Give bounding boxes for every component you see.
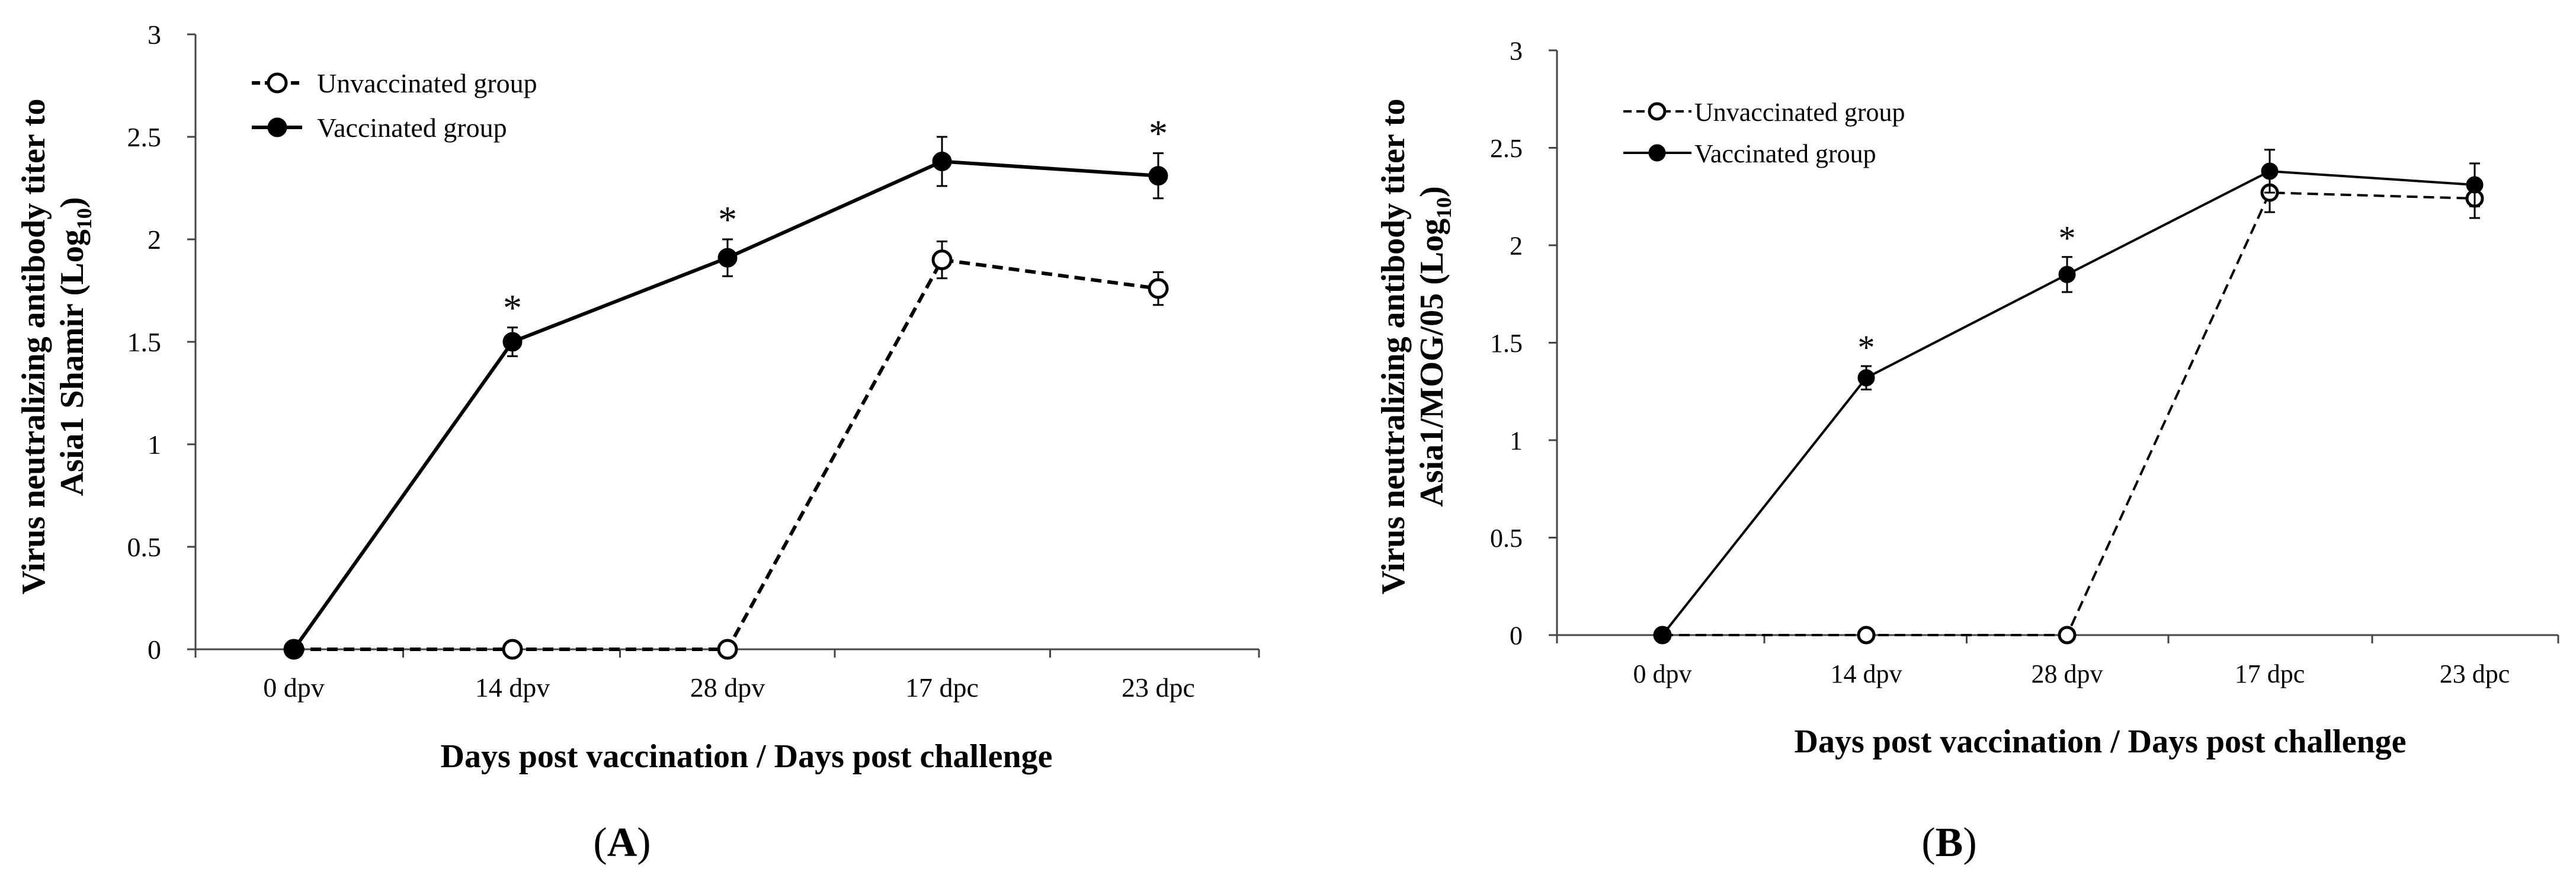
x-tick-label: 14 dpv [1831, 659, 1902, 688]
y-tick-label: 1 [1510, 426, 1523, 455]
chart-panel-b: 0 0.5 1 1.5 2 2.5 3 0 dpv 14 dpv 28 dpv 17 dpc 23 d… [1375, 36, 2559, 866]
legend-marker [267, 117, 287, 137]
x-tick-label: 0 dpv [263, 672, 325, 703]
series-line-unvaccinated [294, 258, 1159, 651]
panel-label-close-paren: ) [637, 820, 651, 866]
y-axis-title-line1: Virus neutralizing antibody titer to [1375, 99, 1412, 595]
significance-marker: * [2059, 219, 2076, 258]
y-axis-title-paren: ) [54, 197, 91, 209]
x-tick-label: 17 dpc [905, 672, 979, 703]
y-axis-title-line2: Asia1/MOG/05 (Log10) [1414, 186, 1456, 507]
legend-label: Unvaccinated group [1694, 98, 1905, 127]
data-point-vaccinated [2058, 265, 2076, 283]
legend-label: Vaccinated group [1694, 139, 1876, 168]
y-axis-title-subscript: 10 [1432, 197, 1456, 219]
y-tick-label: 2 [148, 225, 161, 255]
panel-label-open-paren: ( [593, 820, 607, 866]
series-line-unvaccinated [1662, 191, 2475, 636]
y-tick-label: 0 [148, 634, 161, 665]
data-point-unvaccinated [717, 639, 738, 660]
significance-marker: * [718, 198, 737, 241]
x-tick-label: 14 dpv [475, 672, 550, 703]
x-tick-label: 17 dpc [2235, 659, 2305, 688]
chart-panel-a: 0 0.5 1 1.5 2 2.5 3 0 dpv 14 dpv 28 dpv 17 dpc 23 d… [15, 20, 1260, 866]
y-tick-label: 0.5 [1490, 524, 1523, 553]
x-tick-label: 28 dpv [690, 672, 765, 703]
significance-marker: * [1149, 113, 1168, 155]
x-tick-label: 23 dpc [1122, 672, 1195, 703]
panel-label-letter: B [1936, 820, 1963, 866]
data-point-unvaccinated [502, 639, 523, 660]
x-axis-title: Days post vaccination / Days post challe… [441, 738, 1053, 775]
x-axis-title: Days post vaccination / Days post challe… [1795, 723, 2407, 760]
y-tick-label: 2.5 [127, 122, 162, 152]
y-axis-title-text: Asia1 Shamir (Log [54, 229, 91, 496]
data-point-vaccinated [1148, 166, 1168, 186]
panel-label-close-paren: ) [1963, 820, 1976, 866]
data-point-vaccinated [1857, 369, 1875, 387]
x-tick-label: 0 dpv [1633, 659, 1692, 688]
y-tick-label: 0 [1510, 621, 1523, 650]
legend-marker [267, 72, 288, 94]
y-tick-label: 3 [148, 20, 161, 50]
x-tick-label: 28 dpv [2032, 659, 2103, 688]
y-tick-label: 2.5 [1490, 134, 1523, 163]
y-axis-title-line1: Virus neutralizing antibody titer to [15, 99, 52, 595]
y-tick-label: 1 [148, 430, 161, 460]
legend-label: Vaccinated group [317, 113, 507, 143]
data-point-vaccinated [1654, 626, 1671, 644]
data-point-unvaccinated [931, 249, 953, 271]
y-tick-label: 1.5 [127, 327, 162, 357]
data-point-unvaccinated [1148, 278, 1169, 299]
y-tick-label: 3 [1510, 36, 1523, 65]
data-point-vaccinated [284, 639, 304, 659]
y-tick-label: 1.5 [1490, 329, 1523, 358]
panel-label-open-paren: ( [1921, 820, 1935, 866]
data-point-vaccinated [2466, 176, 2484, 194]
y-axis-title-line2: Asia1 Shamir (Log10) [54, 197, 96, 496]
y-axis-title-text: Asia1/MOG/05 (Log [1414, 219, 1450, 507]
y-tick-label: 0.5 [127, 532, 162, 562]
legend-marker [1648, 144, 1666, 162]
panel-label: (A) [593, 820, 651, 866]
data-point-unvaccinated [2058, 626, 2077, 645]
panel-label-letter: A [607, 820, 637, 866]
x-tick-label: 23 dpc [2440, 659, 2510, 688]
y-tick-label: 2 [1510, 231, 1523, 260]
data-point-vaccinated [717, 248, 738, 268]
legend-marker [1648, 102, 1667, 121]
significance-marker: * [503, 287, 522, 329]
data-point-unvaccinated [1857, 626, 1876, 645]
y-axis-title-paren: ) [1414, 186, 1450, 197]
data-point-vaccinated [932, 152, 952, 172]
significance-marker: * [1858, 328, 1875, 367]
legend-label: Unvaccinated group [317, 68, 537, 98]
y-axis-title-subscript: 10 [72, 208, 96, 229]
data-point-vaccinated [502, 332, 523, 352]
data-point-vaccinated [2261, 162, 2279, 180]
panel-label: (B) [1921, 820, 1976, 866]
